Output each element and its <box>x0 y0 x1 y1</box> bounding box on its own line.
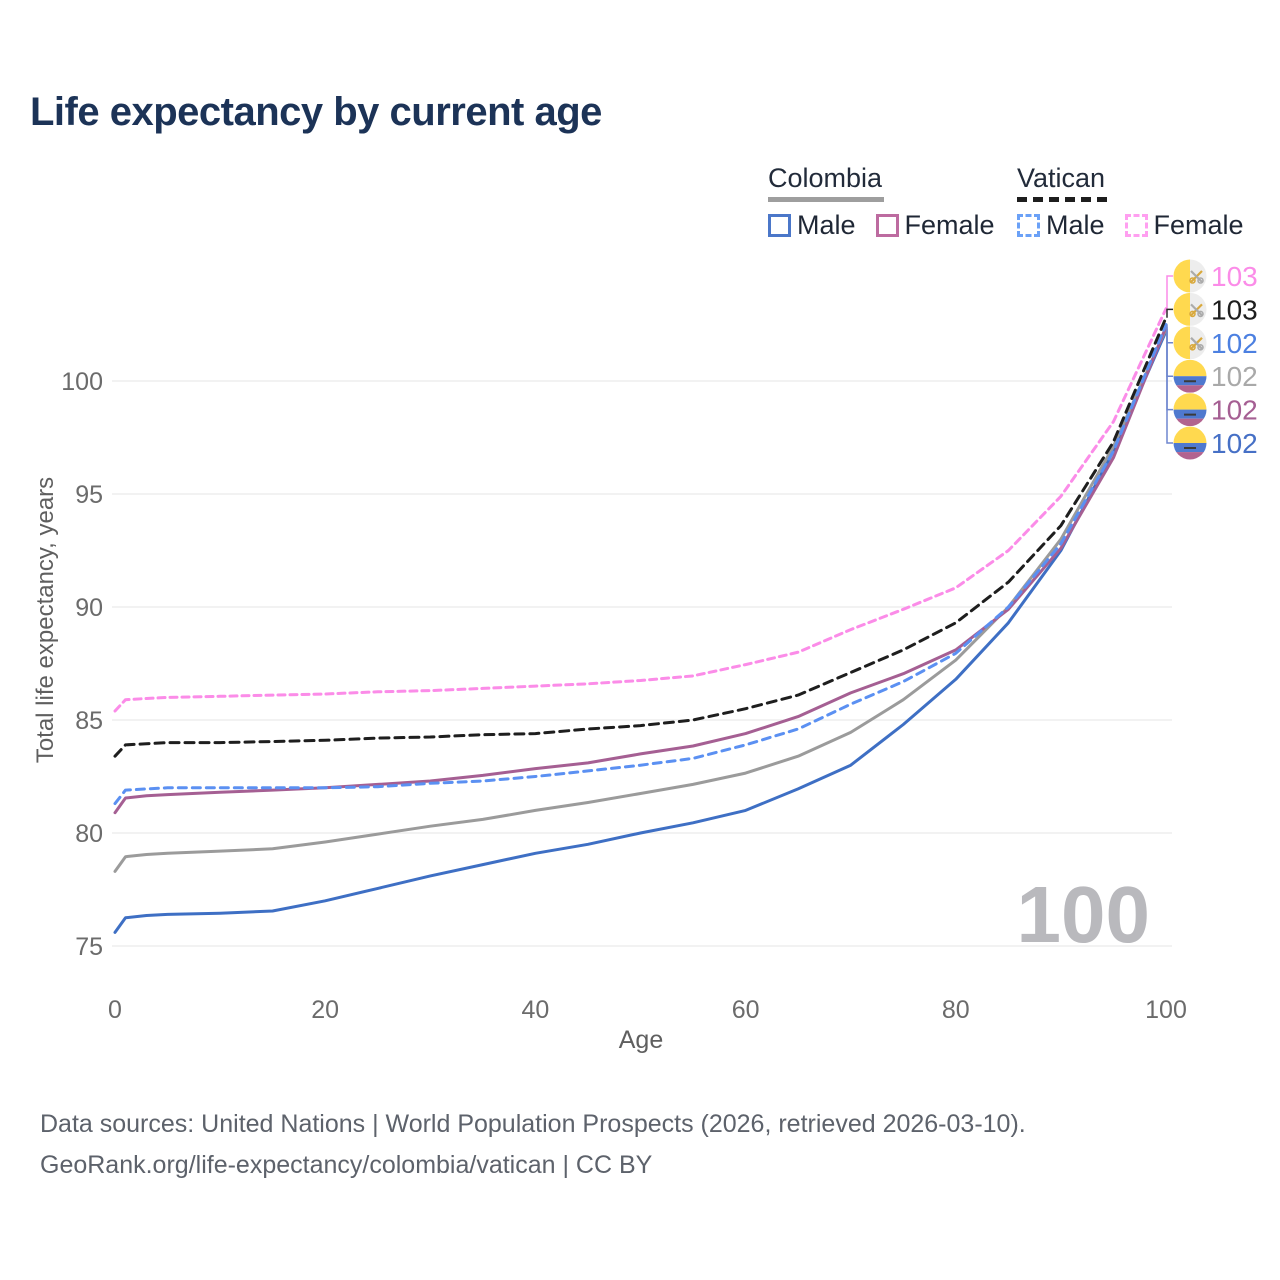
y-tick-label: 85 <box>75 707 103 735</box>
legend-group-vatican: Vatican Male Female <box>1017 163 1264 241</box>
vatican-flag-icon <box>1173 292 1207 326</box>
y-tick-label: 100 <box>61 368 103 396</box>
legend-label-vatican-male[interactable]: Male <box>1046 210 1105 240</box>
end-label-value: 102 <box>1211 361 1258 392</box>
end-label-leader <box>1166 308 1173 318</box>
colombia-flag-icon <box>1173 393 1207 427</box>
legend-country-colombia[interactable]: Colombia <box>768 163 885 202</box>
colombia-flag-icon <box>1173 359 1207 393</box>
end-label-leader <box>1166 275 1173 309</box>
footer: Data sources: United Nations | World Pop… <box>40 1104 1026 1186</box>
end-label-value: 103 <box>1211 261 1258 292</box>
series-line-vatican_both[interactable] <box>113 316 1168 758</box>
x-tick-label: 60 <box>732 996 760 1024</box>
series-line-vatican_male[interactable] <box>113 323 1168 806</box>
legend-label-colombia-male[interactable]: Male <box>797 210 856 240</box>
y-tick-label: 90 <box>75 594 103 622</box>
x-tick-label: 0 <box>108 996 122 1024</box>
x-tick-label: 20 <box>311 996 339 1024</box>
legend-country-vatican[interactable]: Vatican <box>1017 163 1108 202</box>
legend-row-vatican: Male Female <box>1017 210 1264 241</box>
vatican-male-swatch-icon[interactable] <box>1017 214 1040 237</box>
colombia-female-swatch-icon[interactable] <box>875 214 899 237</box>
page-title: Life expectancy by current age <box>30 90 602 134</box>
colombia-flag-icon <box>1173 426 1207 460</box>
legend-label-vatican-female[interactable]: Female <box>1153 210 1244 240</box>
vatican-female-swatch-icon[interactable] <box>1124 214 1148 237</box>
colombia-male-swatch-icon[interactable] <box>768 214 791 237</box>
end-label-value: 102 <box>1211 428 1258 459</box>
vatican-flag-icon <box>1173 326 1207 360</box>
series-line-colombia_both[interactable] <box>113 327 1168 873</box>
series-line-colombia_male[interactable] <box>113 329 1168 934</box>
end-label-leader <box>1166 331 1173 444</box>
series-line-vatican_female[interactable] <box>113 307 1168 713</box>
footer-url-line: GeoRank.org/life-expectancy/colombia/vat… <box>40 1151 653 1179</box>
end-label-leader <box>1166 329 1173 377</box>
end-label-leader <box>1166 326 1173 411</box>
end-label-leader <box>1166 324 1173 344</box>
legend-row-colombia: Male Female <box>768 210 1015 241</box>
end-label-value: 103 <box>1211 294 1258 325</box>
y-tick-label: 75 <box>75 933 103 961</box>
legend-label-colombia-female[interactable]: Female <box>904 210 995 240</box>
y-axis-title: Total life expectancy, years <box>32 476 59 764</box>
x-tick-label: 80 <box>942 996 970 1024</box>
series-line-colombia_female[interactable] <box>113 325 1168 815</box>
legend-group-colombia: Colombia Male Female <box>768 163 1015 241</box>
footer-sources-line: Data sources: United Nations | World Pop… <box>40 1110 1026 1138</box>
y-tick-label: 80 <box>75 820 103 848</box>
x-tick-label: 100 <box>1145 996 1187 1024</box>
x-tick-label: 40 <box>521 996 549 1024</box>
end-label-value: 102 <box>1211 328 1258 359</box>
vatican-flag-icon <box>1173 259 1207 293</box>
age-watermark: 100 <box>1017 870 1150 959</box>
x-axis-title: Age <box>619 1026 663 1054</box>
y-tick-label: 95 <box>75 481 103 509</box>
end-label-value: 102 <box>1211 395 1258 426</box>
